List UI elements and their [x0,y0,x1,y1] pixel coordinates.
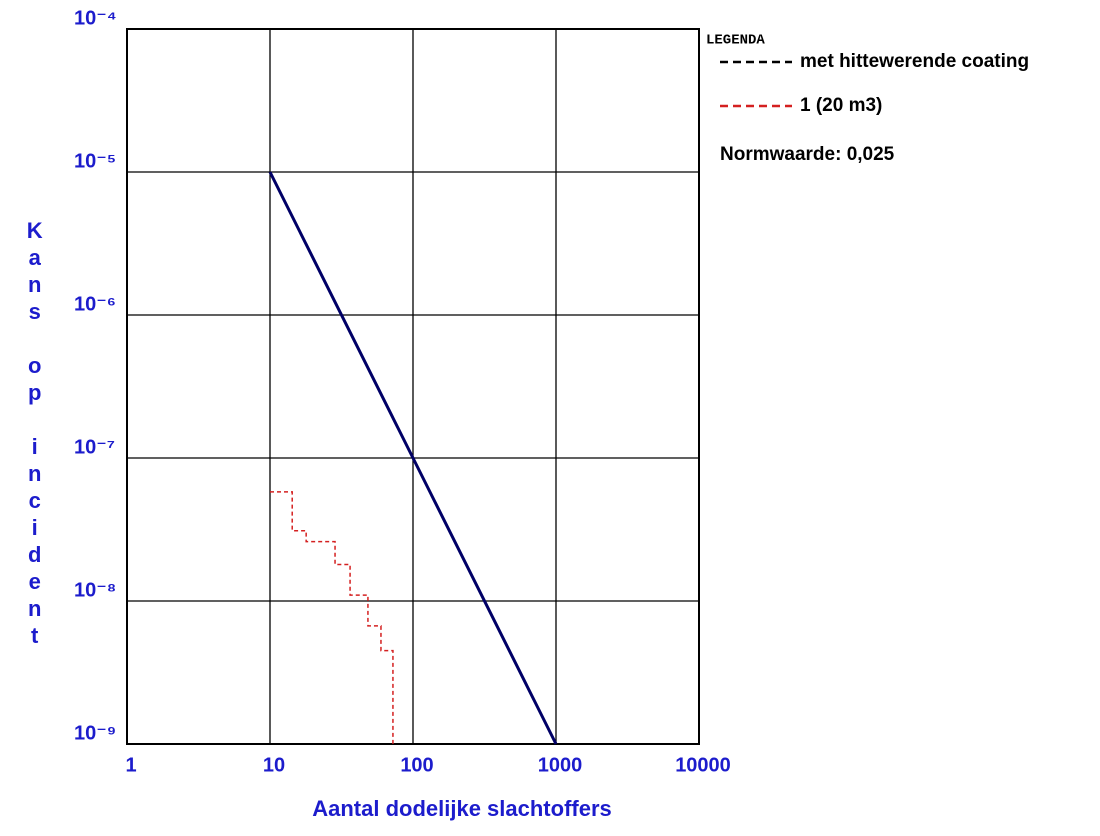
y-axis-title: Kans op incident [22,218,47,650]
y-tick-label: 10⁻⁹ [74,722,116,744]
x-axis-title: Aantal dodelijke slachtoffers [312,796,612,821]
y-tick-label: 10⁻⁸ [74,579,116,601]
series-line [270,491,394,744]
y-tick-label: 10⁻⁶ [74,293,116,315]
y-tick-label: 10⁻⁴ [74,7,117,29]
y-tick-label: 10⁻⁷ [74,436,115,458]
y-tick-label: 10⁻⁵ [74,150,116,172]
norm-line [268,171,558,745]
annotation: Normwaarde: 0,025 [720,144,895,165]
x-tick-label: 1000 [538,754,583,776]
x-tick-label: 10000 [675,754,731,776]
legend-label: met hittewerende coating [800,51,1029,72]
x-tick-label: 1 [125,754,136,776]
x-tick-label: 10 [263,754,285,776]
x-tick-label: 100 [400,754,433,776]
legend-title: LEGENDA [706,33,765,49]
legend-label: 1 (20 m3) [800,95,882,116]
